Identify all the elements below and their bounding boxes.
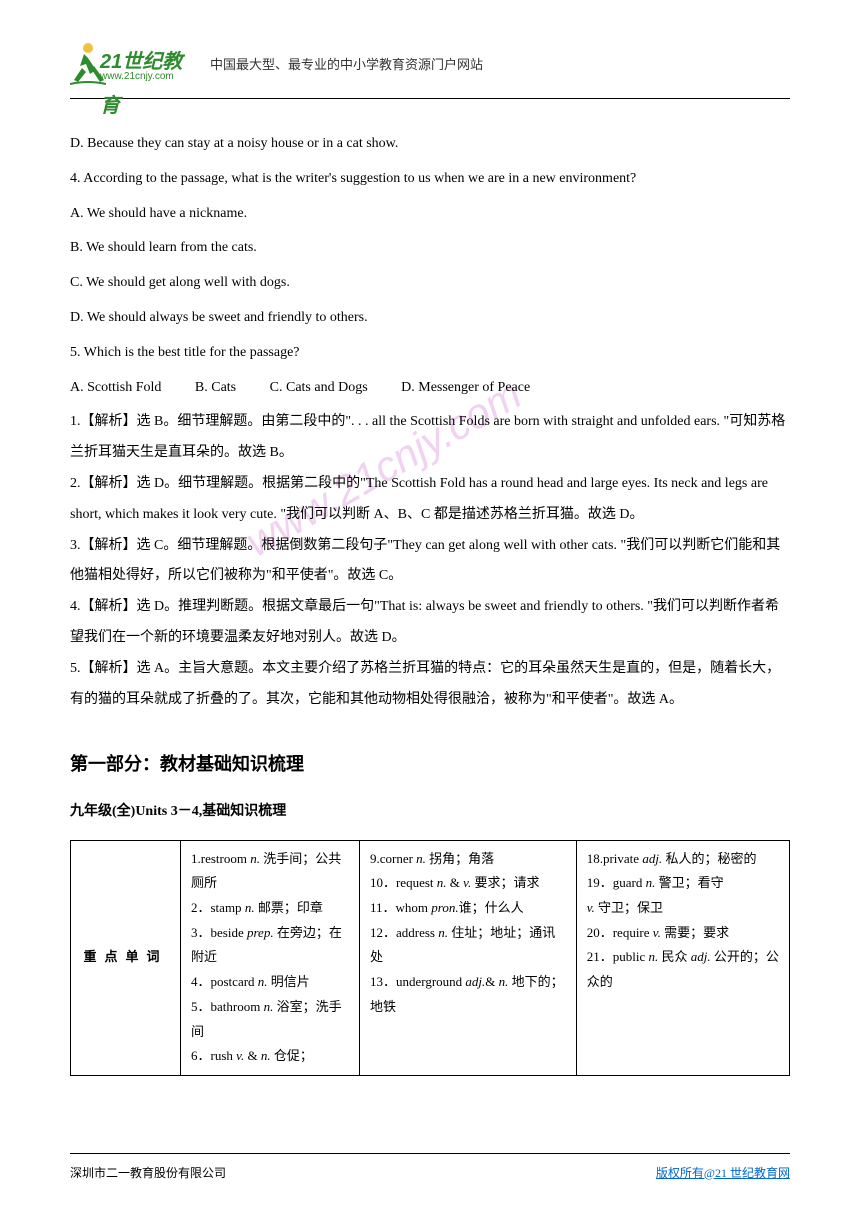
q4-option-d: D. We should always be sweet and friendl… <box>70 303 790 334</box>
analysis-1: 1.【解析】选 B。细节理解题。由第二段中的". . . all the Sco… <box>70 407 790 469</box>
question-5: 5. Which is the best title for the passa… <box>70 338 790 369</box>
table-label-cell: 重点单词 <box>71 840 181 1075</box>
q5-option-b: B. Cats <box>195 373 236 404</box>
analysis-4: 4.【解析】选 D。推理判断题。根据文章最后一句"That is: always… <box>70 592 790 654</box>
analysis-2: 2.【解析】选 D。细节理解题。根据第二段中的"The Scottish Fol… <box>70 469 790 531</box>
footer-link[interactable]: 21 世纪教育网 <box>715 1166 790 1180</box>
analysis-3: 3.【解析】选 C。细节理解题。根据倒数第二段句子"They can get a… <box>70 531 790 593</box>
page-footer: 深圳市二一教育股份有限公司 版权所有@21 世纪教育网 <box>70 1153 790 1186</box>
header-tagline: 中国最大型、最专业的中小学教育资源门户网站 <box>210 51 483 80</box>
q4-option-b: B. We should learn from the cats. <box>70 233 790 264</box>
q4-option-c: C. We should get along well with dogs. <box>70 268 790 299</box>
q4-option-a: A. We should have a nickname. <box>70 199 790 230</box>
q5-option-d: D. Messenger of Peace <box>401 373 530 404</box>
q5-options: A. Scottish Fold B. Cats C. Cats and Dog… <box>70 373 790 404</box>
question-4: 4. According to the passage, what is the… <box>70 164 790 195</box>
q5-option-a: A. Scottish Fold <box>70 373 161 404</box>
subsection-title: 九年级(全)Units 3－4,基础知识梳理 <box>70 797 790 828</box>
option-d: D. Because they can stay at a noisy hous… <box>70 129 790 160</box>
page-content: 21世纪教育 www.21cnjy.com 中国最大型、最专业的中小学教育资源门… <box>70 40 790 1076</box>
table-row: 重点单词 1.restroom n. 洗手间；公共厕所2．stamp n. 邮票… <box>71 840 790 1075</box>
section-title: 第一部分：教材基础知识梳理 <box>70 745 790 785</box>
footer-copyright: 版权所有@ <box>656 1166 715 1180</box>
logo: 21世纪教育 www.21cnjy.com <box>70 40 190 90</box>
footer-right: 版权所有@21 世纪教育网 <box>656 1160 790 1186</box>
vocab-table: 重点单词 1.restroom n. 洗手间；公共厕所2．stamp n. 邮票… <box>70 840 790 1076</box>
table-col3: 18.private adj. 私人的；秘密的19．guard n. 警卫；看守… <box>576 840 789 1075</box>
analysis-5: 5.【解析】选 A。主旨大意题。本文主要介绍了苏格兰折耳猫的特点：它的耳朵虽然天… <box>70 654 790 716</box>
table-col1: 1.restroom n. 洗手间；公共厕所2．stamp n. 邮票；印章3．… <box>181 840 360 1075</box>
table-col2: 9.corner n. 拐角；角落10．request n. & v. 要求；请… <box>359 840 576 1075</box>
logo-url: www.21cnjy.com <box>100 66 174 88</box>
footer-company: 深圳市二一教育股份有限公司 <box>70 1160 226 1186</box>
q5-option-c: C. Cats and Dogs <box>270 373 368 404</box>
page-header: 21世纪教育 www.21cnjy.com 中国最大型、最专业的中小学教育资源门… <box>70 40 790 90</box>
